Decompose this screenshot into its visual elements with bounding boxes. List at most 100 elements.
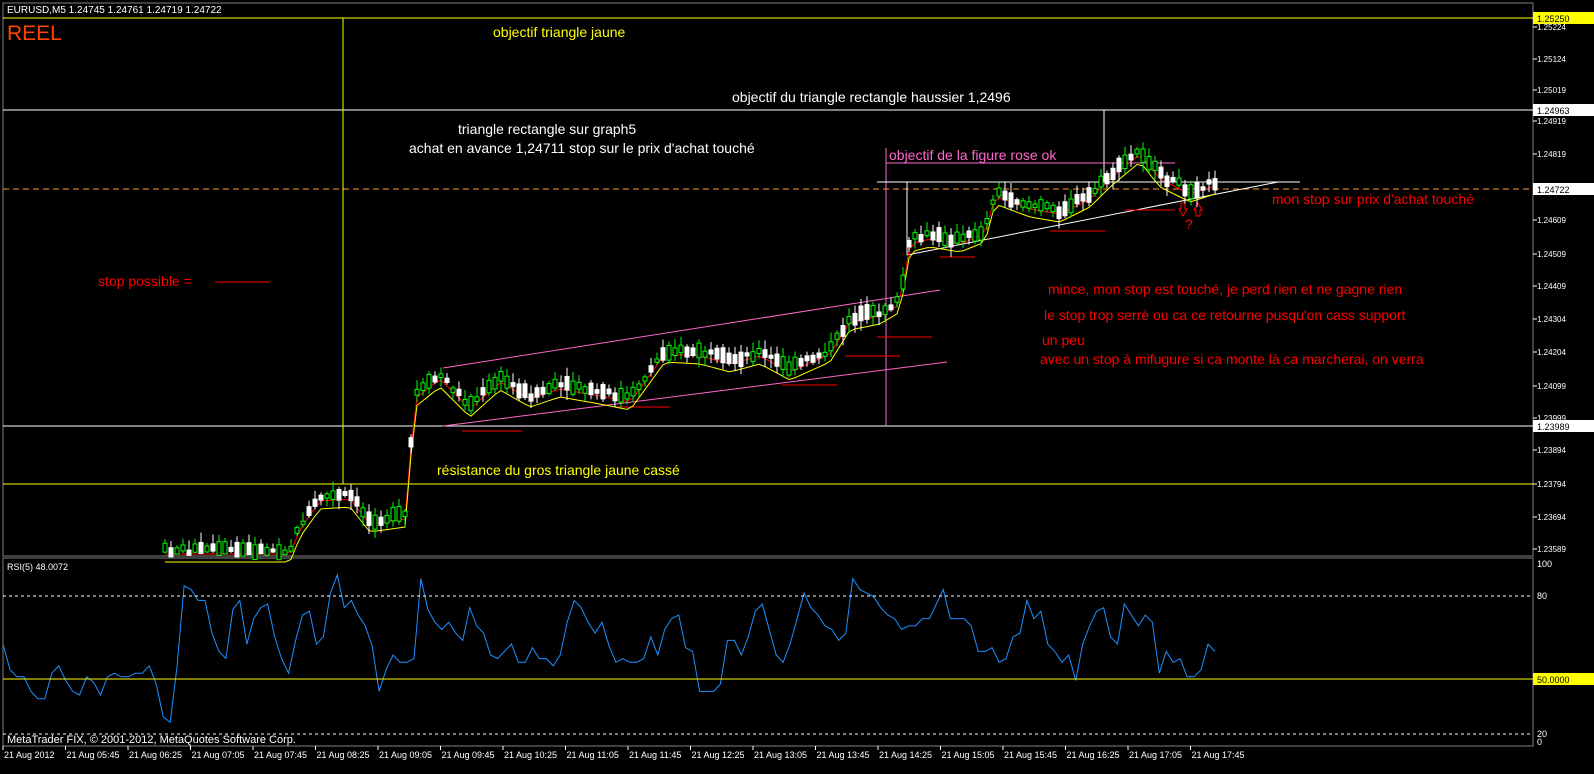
candle-body — [756, 347, 762, 355]
candle-body — [750, 351, 756, 363]
rsi-axis-20: 20 — [1537, 729, 1547, 739]
main-chart-frame — [2, 2, 1534, 557]
price-tick-label: 1.23894 — [1537, 446, 1566, 455]
candle-body — [246, 542, 252, 556]
price-axis[interactable]: 1.25224 1.25124 1.25019 1.24919 1.24819 1.246… — [1533, 23, 1566, 554]
candle-body — [720, 347, 726, 364]
candle-body — [648, 365, 654, 373]
candle-body — [1092, 188, 1098, 194]
rsi-indicator — [2, 573, 1216, 724]
candle-body — [1212, 178, 1218, 191]
candle-body — [552, 378, 558, 389]
candle-body — [450, 387, 456, 393]
candle-body — [540, 386, 546, 395]
candle-body — [864, 304, 870, 320]
time-axis[interactable]: 21 Aug 2012 21 Aug 05:45 21 Aug 06:25 21 Au… — [2, 746, 1245, 760]
candle-body — [666, 345, 672, 361]
annotation-un-peu[interactable]: un peu — [1042, 332, 1085, 348]
candle-body — [792, 356, 798, 371]
annotation-mifugure[interactable]: avec un stop à mifugure si ca monte là c… — [1040, 351, 1424, 367]
price-tick-label: 1.24204 — [1537, 348, 1566, 357]
candle-body — [372, 514, 378, 530]
candle-body — [342, 490, 348, 496]
price-tick-label: 1.24099 — [1537, 382, 1566, 391]
candle-body — [1128, 153, 1134, 161]
candle-body — [1164, 175, 1170, 188]
annotation-objectif-rose[interactable]: objectif de la figure rose ok — [889, 147, 1057, 163]
annotation-mince[interactable]: mince, mon stop est touché, je perd rien… — [1048, 281, 1402, 297]
candle-body — [234, 541, 240, 558]
annotation-stop-trop-serre[interactable]: le stop trop serré ou ca ce retourne pus… — [1044, 307, 1406, 323]
annotation-mon-stop[interactable]: mon stop sur prix d'achat touché — [1272, 191, 1474, 207]
candle-body — [1074, 193, 1080, 205]
annotation-resistance[interactable]: résistance du gros triangle jaune cassé — [437, 462, 680, 478]
annotation-objectif-triangle-jaune[interactable]: objectif triangle jaune — [493, 24, 626, 40]
candle-body — [660, 347, 666, 361]
candle-body — [732, 354, 738, 365]
candle-body — [618, 387, 624, 403]
candle-body — [1062, 201, 1068, 217]
candle-body — [588, 382, 594, 396]
candle-body — [906, 239, 912, 248]
candle-body — [312, 498, 318, 507]
candle-body — [912, 232, 918, 240]
candle-body — [1056, 206, 1062, 220]
candle-body — [852, 312, 858, 326]
candle-body — [474, 396, 480, 403]
candle-body — [696, 342, 702, 359]
chart-title: EURUSD,M5 1.24745 1.24761 1.24719 1.2472… — [7, 5, 222, 16]
price-box-yellow — [1533, 12, 1594, 24]
price-box-yellow-text: 1.25250 — [1537, 14, 1570, 24]
annotation-objectif-triangle-rectangle[interactable]: objectif du triangle rectangle haussier … — [732, 89, 1011, 105]
candle-body — [882, 305, 888, 315]
price-tick-label: 1.24919 — [1537, 117, 1566, 126]
annotation-achat[interactable]: achat en avance 1,24711 stop sur le prix… — [409, 140, 755, 156]
time-tick-label: 21 Aug 12:25 — [692, 750, 745, 760]
annotation-stop-possible[interactable]: stop possible = — [98, 273, 192, 289]
price-tick-label: 1.23694 — [1537, 513, 1566, 522]
candle-body — [180, 544, 186, 552]
rsi-axis-100: 100 — [1537, 559, 1552, 569]
candle-body — [1044, 202, 1050, 210]
candle-body — [528, 393, 534, 402]
channel-upper-line[interactable] — [442, 289, 941, 369]
candle-body — [1080, 193, 1086, 202]
candle-body — [468, 395, 474, 412]
candle-body — [300, 520, 306, 525]
price-tick-label: 1.25124 — [1537, 55, 1566, 64]
candle-body — [408, 437, 414, 448]
candle-body — [1122, 154, 1128, 170]
candle-body — [1020, 200, 1026, 208]
candle-body — [612, 392, 618, 402]
annotation-question-mark[interactable]: ? — [1185, 216, 1193, 232]
candle-body — [516, 383, 522, 399]
candle-body — [1098, 175, 1104, 188]
candle-body — [1152, 160, 1158, 171]
candle-body — [360, 507, 366, 518]
candle-body — [522, 383, 528, 398]
candle-body — [240, 542, 246, 557]
price-box-support — [1533, 420, 1594, 432]
price-box-support-text: 1.23989 — [1537, 422, 1570, 432]
candle-body — [462, 398, 468, 406]
candle-body — [990, 199, 996, 205]
candle-body — [780, 356, 786, 370]
candle-body — [1014, 199, 1020, 205]
candle-body — [348, 489, 354, 502]
candle-body — [396, 505, 402, 522]
channel-lower-line[interactable] — [442, 361, 948, 427]
candle-body — [984, 218, 990, 225]
time-tick-label: 21 Aug 07:45 — [254, 750, 307, 760]
time-tick-label: 21 Aug 13:45 — [817, 750, 870, 760]
candle-body — [924, 230, 930, 237]
candle-body — [1146, 155, 1152, 171]
candle-body — [576, 381, 582, 390]
candle-body — [942, 232, 948, 247]
candle-body — [1134, 148, 1140, 155]
candle-body — [1032, 203, 1038, 209]
candle-body — [948, 234, 954, 248]
annotation-triangle-rectangle[interactable]: triangle rectangle sur graph5 — [458, 121, 636, 137]
price-tick-label: 1.23589 — [1537, 545, 1566, 554]
